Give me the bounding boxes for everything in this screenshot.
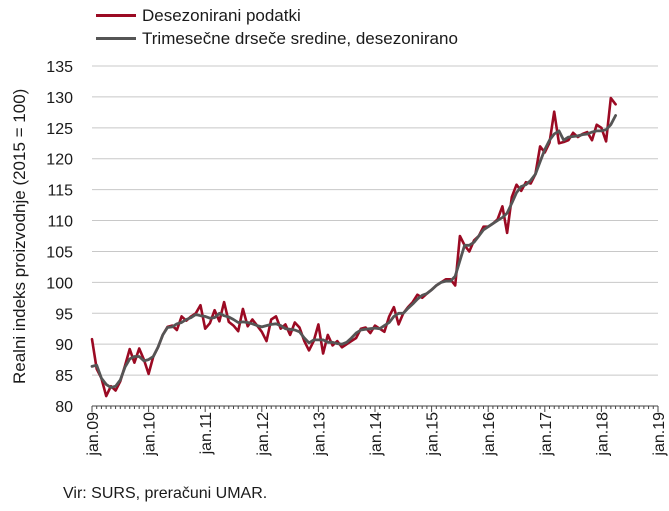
y-tick-label: 115 xyxy=(47,183,73,200)
y-tick-label: 130 xyxy=(46,90,73,107)
legend-swatch-moving-average xyxy=(96,37,136,40)
x-tick-label: jan.17 xyxy=(538,412,555,457)
y-tick-label: 95 xyxy=(55,306,73,323)
x-tick-label: jan.10 xyxy=(142,412,159,457)
x-tick-label: jan.09 xyxy=(85,412,102,457)
x-tick-label: jan.19 xyxy=(651,412,668,457)
legend: Desezonirani podatki Trimesečne drseče s… xyxy=(96,4,458,50)
x-tick-label: jan.18 xyxy=(594,412,611,457)
y-tick-label: 135 xyxy=(46,59,73,76)
y-tick-label: 120 xyxy=(46,152,73,169)
y-axis-label: Realni indeks proizvodnje (2015 = 100) xyxy=(10,88,29,384)
x-tick-label: jan.15 xyxy=(425,412,442,457)
y-tick-label: 80 xyxy=(55,399,73,416)
series-lines xyxy=(90,96,617,398)
x-tick-label: jan.13 xyxy=(311,412,328,457)
legend-swatch-seasonal xyxy=(96,14,136,17)
x-tick-label: jan.14 xyxy=(368,412,385,457)
series-line-moving-average xyxy=(90,114,617,389)
y-tick-label: 100 xyxy=(46,275,73,292)
x-tick-label: jan.16 xyxy=(481,412,498,457)
series-line-seasonally-adjusted xyxy=(90,96,617,398)
legend-label: Trimesečne drseče sredine, desezonirano xyxy=(142,28,458,48)
y-tick-label: 105 xyxy=(46,244,73,261)
x-axis-ticks: jan.09 jan.10 jan.11 jan.12 jan.13 jan.14 jan.… xyxy=(85,406,668,457)
y-tick-label: 125 xyxy=(46,121,73,138)
legend-item: Desezonirani podatki xyxy=(96,4,458,27)
y-axis-ticks: 80 85 90 95 100 105 110 115 120 125 130 135 xyxy=(46,59,73,416)
legend-label: Desezonirani podatki xyxy=(142,5,301,25)
y-tick-label: 90 xyxy=(55,337,73,354)
source-note: Vir: SURS, preračuni UMAR. xyxy=(63,485,268,502)
y-tick-label: 85 xyxy=(55,368,73,385)
x-tick-label: jan.12 xyxy=(255,412,272,457)
gridlines xyxy=(92,65,658,376)
y-tick-label: 110 xyxy=(47,214,73,231)
legend-item: Trimesečne drseče sredine, desezonirano xyxy=(96,27,458,50)
x-tick-label: jan.11 xyxy=(198,412,215,456)
